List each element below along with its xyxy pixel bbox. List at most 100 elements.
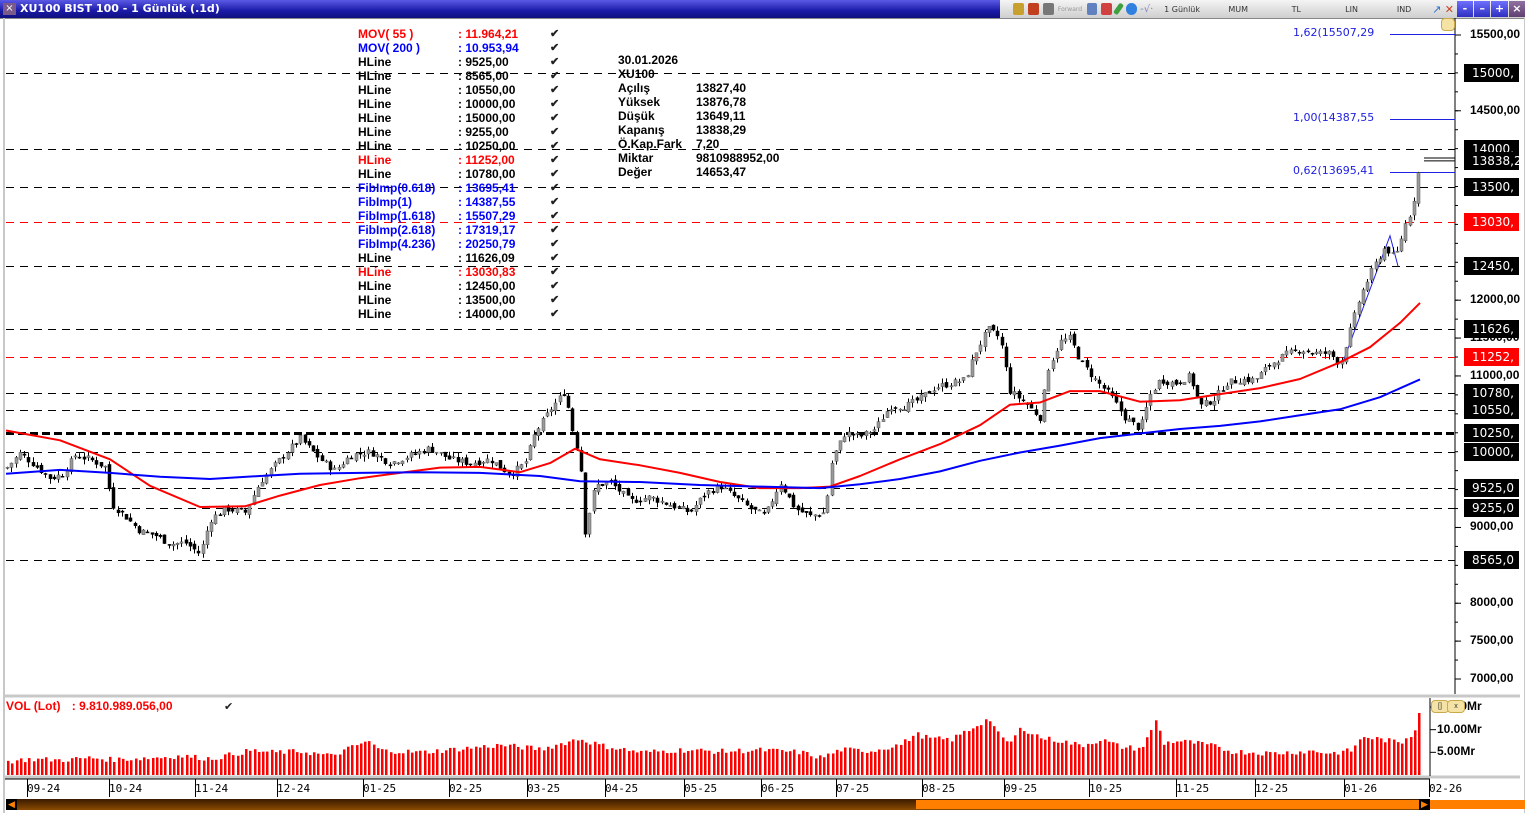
- fib-level-label: 1,00(14387,55: [1293, 111, 1375, 125]
- visibility-check-icon[interactable]: ✔: [550, 168, 560, 180]
- legend-value: : 12450,00: [458, 279, 516, 293]
- visibility-check-icon[interactable]: ✔: [550, 294, 560, 306]
- date-axis-label: 09-24: [27, 782, 61, 795]
- visibility-check-icon[interactable]: ✔: [550, 252, 560, 264]
- tool-icon-3[interactable]: [1042, 3, 1054, 15]
- wave-icon[interactable]: -√·: [1140, 3, 1154, 15]
- info-value: 13876,78: [696, 95, 747, 109]
- visibility-check-icon[interactable]: ✔: [550, 238, 560, 250]
- volume-check-icon[interactable]: ✔: [224, 701, 234, 713]
- legend-row[interactable]: FibImp(1): 14387,55 ✔: [358, 195, 562, 209]
- price-level-tag: 10780,: [1464, 383, 1519, 402]
- legend-row[interactable]: HLine: 13030,83 ✔: [358, 265, 562, 279]
- legend-row[interactable]: HLine: 12450,00 ✔: [358, 279, 562, 293]
- scroll-right-arrow-icon[interactable]: ▶: [1419, 799, 1430, 810]
- legend-row[interactable]: HLine : 10250,00 ✔: [358, 139, 562, 153]
- close-window-button[interactable]: ×: [1508, 1, 1525, 17]
- volume-panel-close-button[interactable]: x: [1447, 700, 1465, 713]
- legend-row[interactable]: HLine: 9255,00 ✔: [358, 125, 562, 139]
- visibility-check-icon[interactable]: ✔: [550, 56, 560, 68]
- date-axis-label: 03-25: [527, 782, 561, 795]
- legend-row[interactable]: HLine: 10000,00 ✔: [358, 97, 562, 111]
- legend-row[interactable]: MOV( 200 ): 10.953,94 ✔: [358, 41, 562, 55]
- info-key: Değer: [618, 165, 653, 179]
- visibility-check-icon[interactable]: ✔: [550, 42, 560, 54]
- visibility-check-icon[interactable]: ✔: [550, 84, 560, 96]
- price-tick-label: 8000,00: [1470, 595, 1514, 610]
- visibility-check-icon[interactable]: ✔: [550, 224, 560, 236]
- visibility-check-icon[interactable]: ✔: [550, 98, 560, 110]
- legend-row[interactable]: HLine: 11626,09 ✔: [358, 251, 562, 265]
- legend-row[interactable]: FibImp(1.618) : 15507,29 ✔: [358, 209, 562, 223]
- legend-name: HLine: [358, 293, 392, 307]
- visibility-check-icon[interactable]: ✔: [550, 196, 560, 208]
- legend-name: FibImp(0.618): [358, 181, 436, 195]
- info-value: 9810988952,00: [696, 151, 780, 165]
- legend-name: FibImp(1.618): [358, 209, 436, 223]
- scale-selector[interactable]: LIN: [1345, 4, 1358, 14]
- visibility-check-icon[interactable]: ✔: [550, 112, 560, 124]
- visibility-check-icon[interactable]: ✔: [550, 126, 560, 138]
- legend-row[interactable]: HLine: 9525,00 ✔: [358, 55, 562, 69]
- visibility-check-icon[interactable]: ✔: [550, 70, 560, 82]
- maximize-button[interactable]: +: [1491, 1, 1508, 17]
- visibility-check-icon[interactable]: ✔: [550, 140, 560, 152]
- date-axis-label: 06-25: [761, 782, 795, 795]
- forward-button[interactable]: Forward: [1057, 5, 1083, 13]
- legend-row[interactable]: HLine: 15000,00 ✔: [358, 111, 562, 125]
- indicator-selector[interactable]: IND: [1396, 4, 1412, 14]
- legend-row[interactable]: HLine: 10550,00 ✔: [358, 83, 562, 97]
- tool-icon-2[interactable]: [1027, 3, 1039, 15]
- price-level-tag: 12450,: [1464, 257, 1519, 276]
- currency-selector[interactable]: TL: [1291, 4, 1301, 14]
- legend-name: FibImp(4.236): [358, 237, 436, 251]
- price-panel-button[interactable]: [1441, 18, 1455, 31]
- visibility-check-icon[interactable]: ✔: [550, 154, 560, 166]
- chart-icon[interactable]: [1101, 3, 1113, 15]
- visibility-check-icon[interactable]: ✔: [550, 210, 560, 222]
- settings-tools-icon[interactable]: ✕: [1444, 2, 1455, 16]
- volume-tick-label: 10.00Mr: [1437, 721, 1482, 736]
- legend-row[interactable]: HLine: 8565,00 ✔: [358, 69, 562, 83]
- minimize-button[interactable]: -: [1456, 1, 1474, 17]
- visibility-check-icon[interactable]: ✔: [550, 266, 560, 278]
- visibility-check-icon[interactable]: ✔: [550, 280, 560, 292]
- scroll-left-arrow-icon[interactable]: ◀: [6, 799, 17, 810]
- date-axis-label: 01-25: [363, 782, 397, 795]
- volume-tick-label: 5.00Mr: [1437, 744, 1476, 759]
- legend-row[interactable]: FibImp(4.236): 20250,79 ✔: [358, 237, 562, 251]
- close-icon[interactable]: ×: [3, 3, 16, 15]
- price-level-tag: 10000,: [1464, 442, 1519, 461]
- price-tick-label: 14500,00: [1470, 102, 1521, 117]
- price-tick-label: 7500,00: [1470, 633, 1514, 648]
- legend-name: HLine: [358, 139, 392, 153]
- legend-value: : 13500,00: [458, 293, 516, 307]
- info-key: Miktar: [618, 151, 654, 165]
- legend-row[interactable]: FibImp(2.618): 17319,17 ✔: [358, 223, 562, 237]
- legend-value: : 15507,29: [458, 209, 516, 223]
- price-tick-label: 7000,00: [1470, 671, 1514, 685]
- legend-value: : 10250,00: [458, 139, 516, 153]
- legend-name: FibImp(2.618): [358, 223, 436, 237]
- info-row: Değer 14653,47: [618, 165, 779, 179]
- legend-row[interactable]: FibImp(0.618): 13695,41 ✔: [358, 181, 562, 195]
- legend-row[interactable]: HLine: 10780,00 ✔: [358, 167, 562, 181]
- arrow-icon[interactable]: ↗: [1432, 2, 1442, 16]
- legend-row[interactable]: HLine: 11252,00 ✔: [358, 153, 562, 167]
- move-icon[interactable]: [1125, 3, 1137, 15]
- legend-row[interactable]: MOV( 55 ): 11.964,21 ✔: [358, 27, 562, 41]
- period-selector[interactable]: 1 Günlük: [1164, 4, 1201, 14]
- restore-button[interactable]: –: [1474, 1, 1491, 17]
- legend-row[interactable]: HLine : 13500,00 ✔: [358, 293, 562, 307]
- legend-row[interactable]: HLine: 14000,00 ✔: [358, 307, 562, 321]
- visibility-check-icon[interactable]: ✔: [550, 308, 560, 320]
- grid-icon[interactable]: [1086, 3, 1098, 15]
- chart-type-selector[interactable]: MUM: [1228, 4, 1249, 14]
- price-tick-label: 12000,00: [1470, 292, 1521, 307]
- time-scrollbar[interactable]: ◀ ▶: [6, 799, 1525, 810]
- visibility-check-icon[interactable]: ✔: [550, 182, 560, 194]
- visibility-check-icon[interactable]: ✔: [550, 28, 560, 40]
- scrollbar-thumb[interactable]: [916, 800, 1525, 809]
- tool-icon-1[interactable]: [1012, 3, 1024, 15]
